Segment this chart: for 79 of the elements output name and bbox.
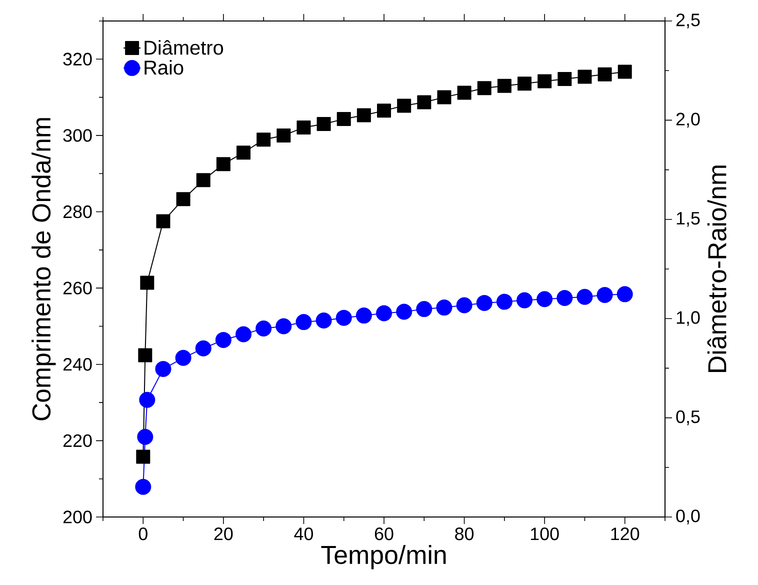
point <box>576 288 593 305</box>
point <box>578 70 592 84</box>
point <box>336 112 351 126</box>
point <box>236 326 252 342</box>
point <box>256 320 272 337</box>
y2-tick-label: 2,5 <box>676 14 700 28</box>
x-tick-label: 80 <box>455 528 474 540</box>
point <box>396 304 412 320</box>
y-tick-label: 260 <box>63 282 92 294</box>
point <box>196 173 210 188</box>
point <box>377 104 392 118</box>
point <box>175 350 192 366</box>
point <box>276 318 292 334</box>
point <box>598 67 612 82</box>
point <box>336 310 352 326</box>
y-tick-label: 200 <box>63 510 92 524</box>
x-tick-label: 20 <box>214 528 233 540</box>
y2-tick-label: 2,0 <box>676 112 700 128</box>
point <box>397 98 412 113</box>
point <box>136 450 150 464</box>
x-axis-title: Tempo/min <box>321 545 446 570</box>
x-tick-label: 100 <box>530 528 559 540</box>
point <box>139 392 156 408</box>
point <box>497 78 512 93</box>
point <box>518 76 532 91</box>
y-tick-label: 220 <box>63 434 92 448</box>
x-tick-label: 40 <box>294 528 313 540</box>
point <box>216 157 230 172</box>
point <box>356 308 372 324</box>
point <box>156 214 170 228</box>
point <box>137 428 154 445</box>
y2-axis-title: Diâmetro-Raio/nm <box>707 166 726 372</box>
point <box>558 72 572 86</box>
y2-tick-label: 0,0 <box>676 510 700 524</box>
legend-label: Raio <box>144 60 184 75</box>
point <box>155 360 172 377</box>
point <box>376 305 392 322</box>
y2-tick-label: 0,5 <box>676 410 700 426</box>
y2-tick-label: 1,5 <box>676 212 700 227</box>
point <box>496 294 512 310</box>
point <box>457 86 472 100</box>
y-tick-label: 240 <box>63 358 92 371</box>
y-tick-label: 320 <box>63 52 92 66</box>
point <box>456 297 472 314</box>
y-axis-title: Comprimento de Onda/nm <box>32 118 56 420</box>
point <box>138 348 152 362</box>
point <box>140 276 154 290</box>
y-tick-label: 300 <box>63 129 92 142</box>
point <box>616 286 633 302</box>
y2-tick-label: 1,0 <box>676 311 700 326</box>
point <box>556 290 573 306</box>
point <box>296 314 312 330</box>
point <box>436 300 452 316</box>
point <box>538 74 552 88</box>
point <box>516 292 533 308</box>
point <box>536 291 553 308</box>
x-tick-label: 0 <box>138 528 148 540</box>
point <box>215 332 232 348</box>
point <box>356 108 371 122</box>
point <box>236 146 250 160</box>
x-tick-label: 120 <box>611 528 640 540</box>
y-tick-label: 280 <box>63 205 92 218</box>
point <box>135 478 152 495</box>
point <box>316 117 331 132</box>
point <box>195 340 212 356</box>
legend-label: Diâmetro <box>144 40 224 55</box>
point <box>417 95 432 110</box>
point <box>437 90 452 104</box>
point <box>256 132 271 147</box>
x-tick-label: 60 <box>374 528 394 540</box>
point <box>416 301 432 318</box>
point <box>176 192 190 206</box>
point <box>476 294 492 311</box>
point <box>276 128 291 142</box>
point <box>596 286 613 303</box>
point <box>316 312 332 329</box>
point <box>477 81 492 96</box>
point <box>618 64 632 79</box>
point <box>296 120 311 134</box>
